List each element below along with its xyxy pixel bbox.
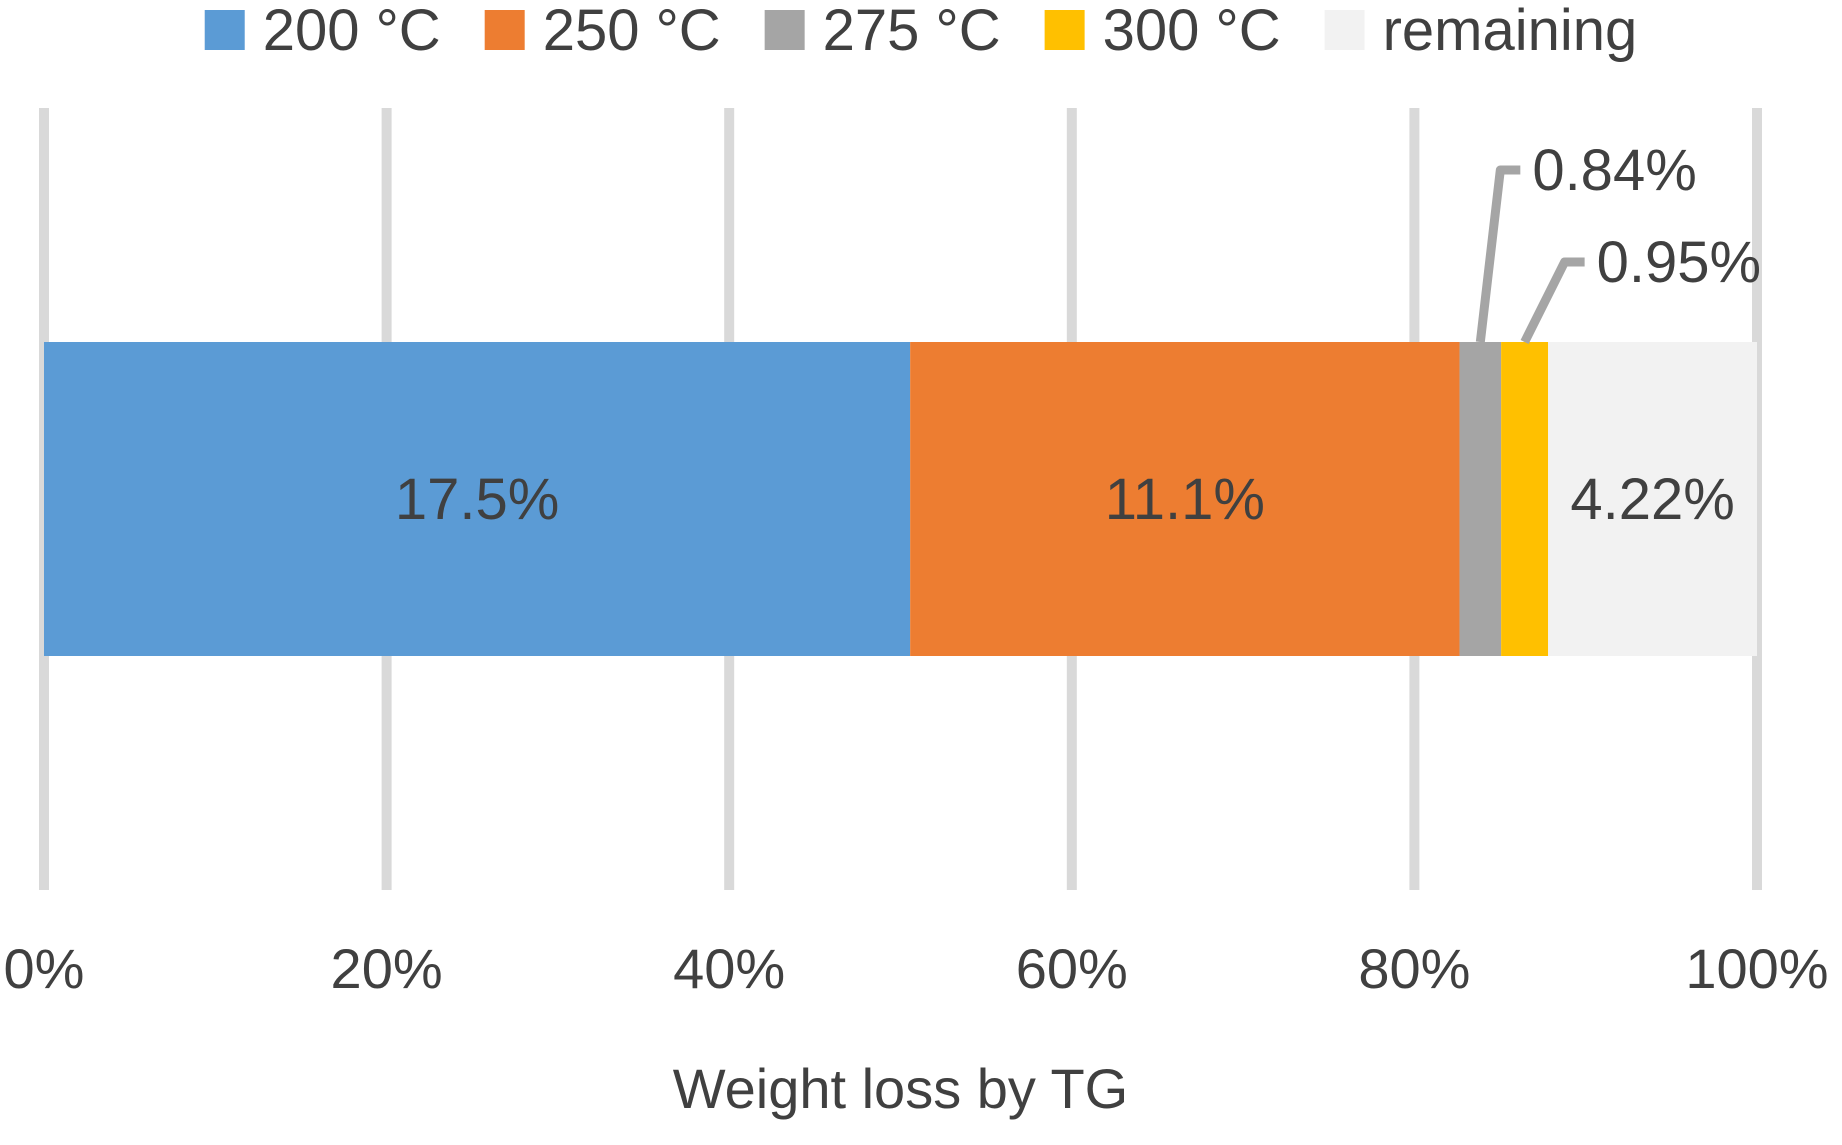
legend-label: remaining (1383, 0, 1638, 63)
legend-swatch (204, 10, 245, 50)
legend-item: 200 °C (204, 0, 441, 63)
legend-label: 275 °C (823, 0, 1001, 63)
bar-segment (910, 342, 1460, 656)
legend-item: 300 °C (1044, 0, 1281, 63)
bar-segments (44, 342, 1757, 656)
legend-label: 250 °C (543, 0, 721, 63)
legend-swatch (1324, 10, 1365, 50)
legend-swatch (1044, 10, 1085, 50)
legend-item: 250 °C (484, 0, 721, 63)
data-label: 4.22% (1570, 467, 1734, 532)
legend-swatch (484, 10, 525, 50)
callout-line (1475, 165, 1521, 343)
legend-item: 275 °C (764, 0, 1001, 63)
legend-label: 300 °C (1103, 0, 1281, 63)
callout-label: 0.84% (1532, 138, 1696, 203)
x-tick-label: 20% (331, 937, 443, 1000)
callout-line (1520, 257, 1585, 345)
callout-label: 0.95% (1597, 230, 1761, 295)
bar-segment (44, 342, 911, 656)
bar-segment (1459, 342, 1502, 656)
legend: 200 °C 250 °C 275 °C 300 °C remaining (204, 0, 1638, 63)
bar-segment (1548, 342, 1757, 656)
x-axis-title: Weight loss by TG (673, 1057, 1128, 1120)
x-tick-label: 40% (673, 937, 785, 1000)
x-tick-label: 0% (4, 937, 85, 1000)
x-tick-label: 80% (1358, 937, 1470, 1000)
legend-swatch (764, 10, 805, 50)
data-label: 11.1% (1105, 467, 1265, 532)
x-axis-ticks: 0% 20% 40% 60% 80% 100% (4, 937, 1829, 1000)
bar-segment (1501, 342, 1549, 656)
legend-label: 200 °C (263, 0, 441, 63)
data-label: 17.5% (395, 467, 559, 532)
x-tick-label: 100% (1685, 937, 1828, 1000)
x-tick-label: 60% (1016, 937, 1128, 1000)
data-labels: 17.5% 11.1% 0.84% 0.95% 4.22% (395, 138, 1761, 532)
legend-item: remaining (1324, 0, 1638, 63)
